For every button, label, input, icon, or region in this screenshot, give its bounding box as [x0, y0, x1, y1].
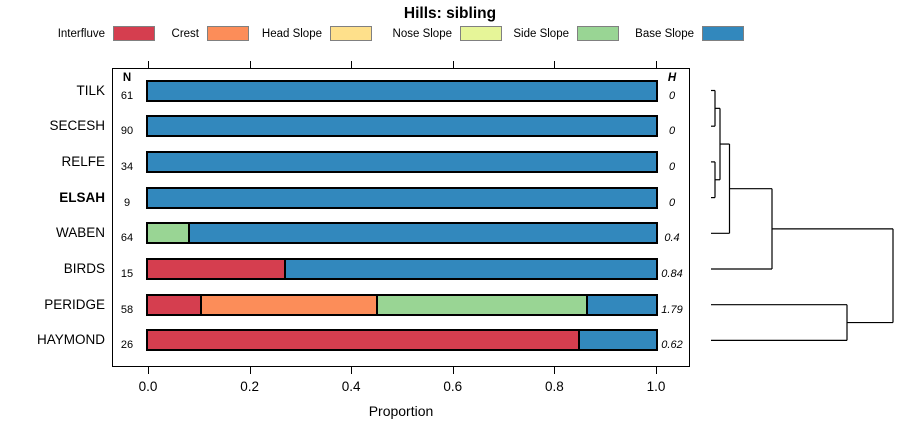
n-value: 90	[120, 125, 134, 138]
x-axis-tick-bottom	[148, 367, 149, 374]
n-value: 34	[120, 160, 134, 173]
x-axis-title: Proportion	[368, 403, 434, 419]
bar-segment-interfluve	[148, 331, 578, 350]
bar-segment-base-slope	[148, 117, 656, 136]
h-value: 0	[668, 125, 676, 138]
n-value: 61	[120, 89, 134, 102]
row-label-tilk: TILK	[76, 82, 105, 98]
x-axis-tick-bottom	[554, 367, 556, 374]
legend-label: Head Slope	[261, 28, 322, 40]
legend-swatch-crest	[207, 26, 249, 41]
stacked-bar-elsah	[146, 186, 658, 209]
legend-swatch-base-slope	[702, 26, 744, 41]
stacked-bar-relfe	[146, 150, 658, 173]
bar-segment-crest	[200, 295, 376, 314]
row-label-waben: WABEN	[55, 225, 105, 241]
bar-segment-side-slope	[148, 224, 188, 243]
x-tick-label: 0.8	[545, 379, 564, 394]
bar-segment-side-slope	[376, 295, 586, 314]
row-label-peridge: PERIDGE	[44, 296, 105, 312]
legend-label: Side Slope	[513, 28, 569, 40]
legend-label: Base Slope	[635, 28, 694, 40]
legend-swatch-interfluve	[113, 26, 155, 41]
legend-label: Nose Slope	[392, 28, 452, 40]
stacked-bar-haymond	[146, 329, 658, 352]
bar-segment-base-slope	[148, 81, 656, 100]
h-value: 0	[668, 160, 676, 173]
bar-segment-base-slope	[586, 295, 656, 314]
legend-swatch-head-slope	[330, 26, 372, 41]
n-value: 26	[120, 339, 134, 352]
plot-border	[112, 68, 690, 367]
chart-title: Hills: sibling	[403, 5, 497, 22]
legend-swatch-side-slope	[577, 26, 619, 41]
stacked-bar-waben	[146, 222, 658, 245]
x-axis-tick-bottom	[656, 367, 657, 374]
h-value: 0.62	[661, 339, 683, 352]
stacked-bar-secesh	[146, 115, 658, 138]
x-axis-tick-top	[148, 61, 149, 68]
legend-label: Interfluve	[57, 28, 105, 40]
legend-label: Crest	[171, 28, 199, 40]
x-axis-tick-bottom	[249, 367, 251, 374]
bar-segment-interfluve	[148, 295, 200, 314]
bar-segment-base-slope	[148, 152, 656, 171]
h-value: 0	[668, 196, 676, 209]
n-value: 58	[120, 303, 134, 316]
stacked-bar-tilk	[146, 79, 658, 102]
bar-segment-base-slope	[188, 224, 656, 243]
x-axis-tick-top	[351, 61, 353, 68]
bar-segment-base-slope	[284, 260, 656, 278]
h-column-header: H	[667, 72, 677, 84]
legend-swatch-nose-slope	[460, 26, 502, 41]
x-tick-label: 0.2	[240, 379, 259, 394]
row-label-birds: BIRDS	[63, 261, 105, 276]
row-label-elsah: ELSAH	[59, 189, 105, 205]
x-axis-tick-top	[554, 61, 556, 68]
h-value: 0.4	[664, 232, 680, 245]
h-value: 0	[668, 89, 676, 102]
row-label-secesh: SECESH	[49, 118, 105, 134]
bar-segment-base-slope	[148, 188, 656, 207]
x-tick-label: 0.0	[138, 379, 158, 394]
x-tick-label: 0.6	[443, 379, 463, 394]
n-column-header: N	[122, 72, 132, 84]
h-value: 1.79	[661, 303, 683, 316]
bar-segment-base-slope	[578, 331, 656, 350]
stacked-bar-peridge	[146, 293, 658, 316]
h-value: 0.84	[661, 268, 683, 280]
x-tick-label: 0.4	[341, 379, 361, 394]
n-value: 64	[120, 232, 134, 245]
stacked-bar-birds	[146, 258, 658, 280]
n-value: 9	[123, 196, 131, 209]
row-label-relfe: RELFE	[61, 153, 105, 169]
x-axis-tick-top	[249, 61, 251, 68]
n-value: 15	[120, 268, 134, 280]
x-tick-label: 1.0	[646, 379, 666, 394]
row-label-haymond: HAYMOND	[36, 332, 105, 348]
bar-segment-interfluve	[148, 260, 284, 278]
x-axis-tick-top	[656, 61, 657, 68]
x-axis-tick-top	[452, 61, 454, 68]
x-axis-tick-bottom	[452, 367, 454, 374]
x-axis-tick-bottom	[351, 367, 353, 374]
